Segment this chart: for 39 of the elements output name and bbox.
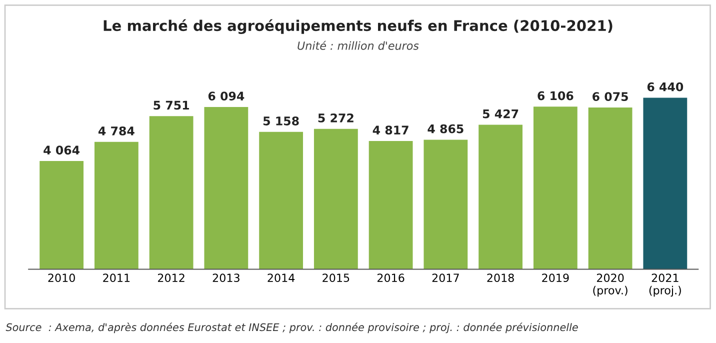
x-tick-label: 2020 (prov.) — [593, 274, 628, 297]
bar — [259, 132, 304, 270]
bar — [204, 106, 248, 270]
x-tick-label: 2010 — [48, 274, 75, 282]
x-tick-label: 2015 — [322, 274, 350, 282]
data-label: 4 817 — [372, 126, 408, 135]
data-label: 5 158 — [263, 116, 299, 126]
data-label: 5 751 — [154, 100, 189, 110]
x-tick-label: 2011 — [103, 274, 130, 282]
x-tick-label: 2019 — [542, 274, 569, 282]
x-tick-label: 2014 — [268, 274, 295, 282]
bar — [588, 107, 632, 270]
data-label: 6 075 — [592, 92, 628, 102]
x-tick-label: 2016 — [377, 274, 404, 282]
data-label: 4 064 — [44, 146, 80, 155]
data-label: 5 427 — [482, 109, 518, 118]
x-tick-label: 2017 — [432, 274, 459, 282]
bar — [643, 98, 688, 270]
data-label: 6 106 — [538, 91, 574, 100]
bar — [94, 142, 138, 270]
data-label: 6 094 — [208, 92, 244, 101]
chart-subtitle: Unité : million d'euros — [298, 40, 419, 50]
bar — [368, 140, 413, 270]
chart-title: Le marché des agroéquipements neufs en France (2010-2021) — [104, 19, 612, 34]
bar — [149, 116, 194, 270]
x-tick-label: 2012 — [158, 274, 184, 282]
bar — [533, 106, 578, 270]
bar — [314, 128, 358, 270]
x-tick-label: 2018 — [487, 274, 514, 282]
x-tick-label: 2013 — [212, 274, 240, 282]
data-label: 6 440 — [647, 82, 684, 92]
bar — [40, 161, 84, 270]
bar — [424, 140, 468, 270]
x-tick-label: 2021 (proj.) — [649, 274, 681, 297]
data-label: 4 784 — [98, 126, 134, 136]
data-label: 5 272 — [318, 113, 354, 122]
bar — [478, 124, 523, 270]
source-note: Source : Axema, d'après données Eurostat et INSEE ; prov. : donnée provisoire ; proj. : donnée prévisionnelle — [6, 322, 578, 334]
data-label: 4 865 — [428, 124, 464, 134]
